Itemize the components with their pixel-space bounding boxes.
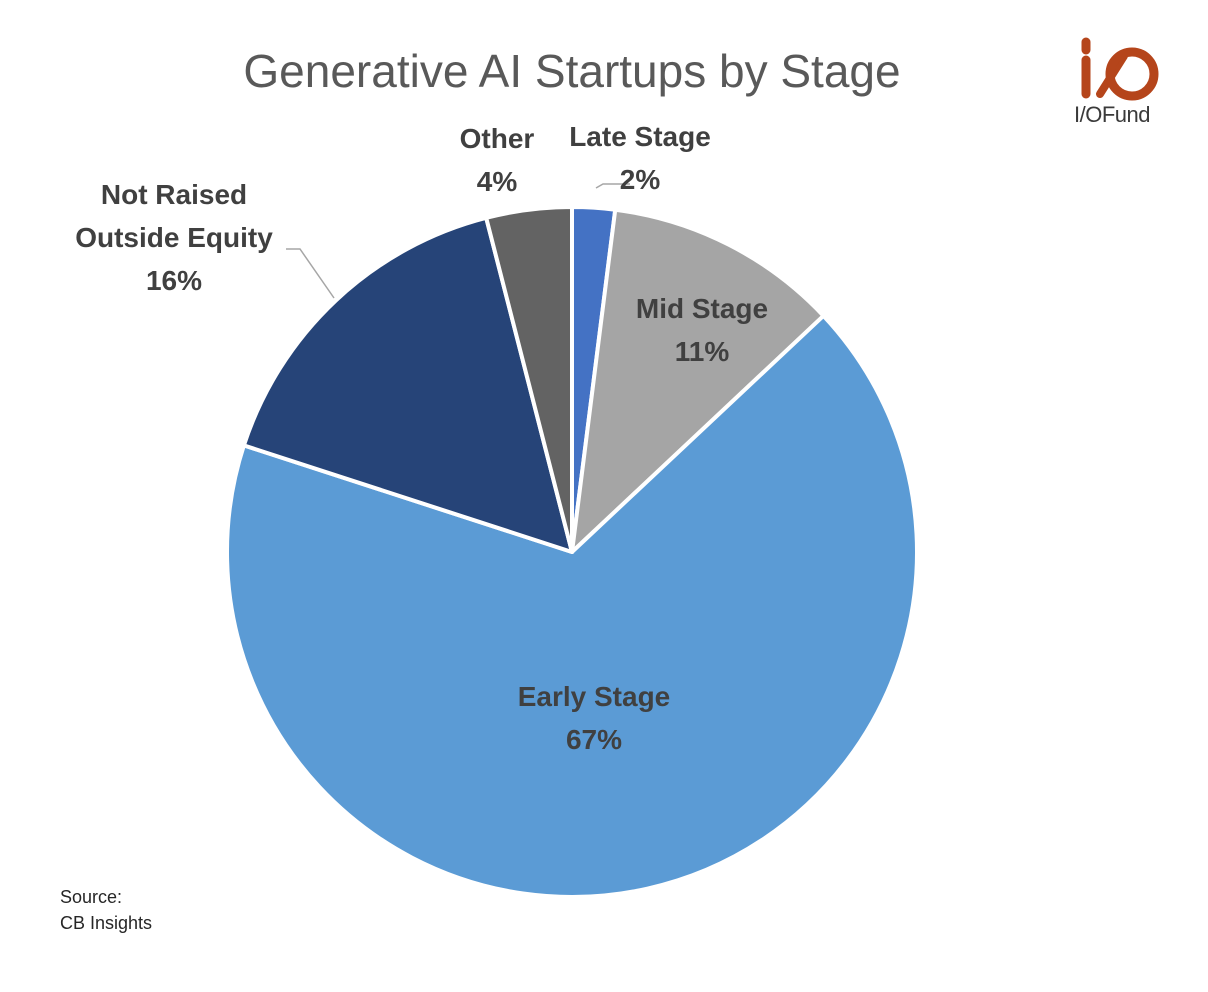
source-value: CB Insights bbox=[60, 913, 153, 933]
source-note: Source: CB Insights bbox=[60, 884, 152, 936]
pie-slice-other bbox=[484, 205, 574, 554]
data-label-name-late-stage: Late Stage bbox=[569, 121, 711, 152]
data-label-value-not-raised-outside-equity: 16% bbox=[146, 265, 202, 296]
data-label-name-not-raised-outside-equity: Outside Equity bbox=[75, 222, 273, 253]
data-label-name-mid-stage: Mid Stage bbox=[636, 293, 768, 324]
data-label-name-early-stage: Early Stage bbox=[518, 681, 671, 712]
leader-line-late-stage bbox=[595, 183, 630, 189]
pie-slice-not-raised-outside-equity bbox=[241, 215, 574, 554]
data-label-value-mid-stage: 11% bbox=[675, 336, 730, 367]
data-label-name-not-raised-outside-equity: Not Raised bbox=[101, 179, 247, 210]
leader-line-not-raised-outside-equity bbox=[286, 248, 335, 299]
pie-slice-mid-stage bbox=[570, 207, 826, 554]
chart-title: Generative AI Startups by Stage bbox=[243, 45, 901, 97]
io-fund-logo-icon bbox=[1081, 37, 1159, 101]
data-label-name-other: Other bbox=[460, 123, 535, 154]
data-label-value-early-stage: 67% bbox=[566, 724, 622, 755]
pie-slice-early-stage bbox=[225, 313, 919, 899]
source-label: Source: bbox=[60, 887, 123, 907]
logo-text: I/OFund bbox=[1074, 102, 1150, 127]
data-label-value-other: 4% bbox=[477, 166, 518, 197]
data-label-value-late-stage: 2% bbox=[620, 164, 661, 195]
